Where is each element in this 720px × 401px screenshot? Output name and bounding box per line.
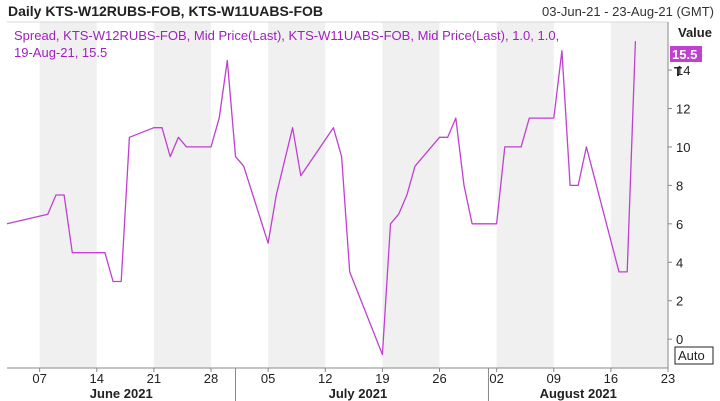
y-tick-label: 0	[676, 332, 683, 347]
legend-line-2: 19-Aug-21, 15.5	[14, 45, 107, 60]
y-tick-label: 6	[676, 217, 683, 232]
x-tick-label: 23	[661, 371, 675, 386]
y-tick-label: 12	[676, 102, 690, 117]
x-axis-months: June 2021 July 2021 August 2021	[90, 368, 617, 401]
y-tick-label: 10	[676, 140, 690, 155]
month-label: July 2021	[329, 386, 388, 401]
x-tick-label: 05	[261, 371, 275, 386]
auto-button-bg[interactable]	[674, 346, 714, 365]
x-tick-label: 19	[375, 371, 389, 386]
week-band	[610, 22, 668, 368]
y-tick-label: 2	[676, 294, 683, 309]
date-range: 03-Jun-21 - 23-Aug-21 (GMT)	[542, 4, 714, 19]
x-tick-label: 28	[204, 371, 218, 386]
y-tick-label: 8	[676, 178, 683, 193]
last-value-tag-suffix: T	[674, 64, 682, 79]
y-axis-title: Value	[678, 25, 712, 40]
auto-button-label[interactable]: Auto	[678, 348, 705, 363]
week-band	[382, 22, 440, 368]
series-line	[6, 41, 637, 356]
last-value-tag-bg	[670, 46, 702, 62]
last-value-tag-text: 15.5	[672, 47, 697, 62]
x-tick-label: 21	[147, 371, 161, 386]
x-tick-label: 02	[489, 371, 503, 386]
month-label: August 2021	[540, 386, 617, 401]
series-group	[6, 41, 637, 356]
legend-line-1: Spread, KTS-W12RUBS-FOB, Mid Price(Last)…	[14, 28, 559, 43]
x-tick-label: 16	[604, 371, 618, 386]
week-band	[496, 22, 554, 368]
last-value-tag: 15.5 T	[670, 46, 702, 79]
auto-button[interactable]: Auto	[674, 346, 714, 365]
y-tick-label: 4	[676, 255, 683, 270]
x-tick-label: 07	[32, 371, 46, 386]
chart-title: Daily KTS-W12RUBS-FOB, KTS-W11UABS-FOB	[8, 3, 323, 19]
weekend-bands	[39, 22, 668, 368]
x-tick-label: 12	[318, 371, 332, 386]
x-tick-label: 26	[432, 371, 446, 386]
y-axis-ticks: 0 2 4 6 8 10 12 14	[668, 63, 690, 347]
week-band	[39, 22, 97, 368]
week-band	[153, 22, 212, 368]
week-band	[268, 22, 326, 368]
month-label: June 2021	[90, 386, 153, 401]
x-tick-label: 14	[90, 371, 104, 386]
x-axis-ticks: 07 14 21 28 05 12 19 26 02 09 16 23	[32, 368, 675, 386]
x-tick-label: 09	[547, 371, 561, 386]
y-tick-label: 14	[676, 63, 690, 78]
